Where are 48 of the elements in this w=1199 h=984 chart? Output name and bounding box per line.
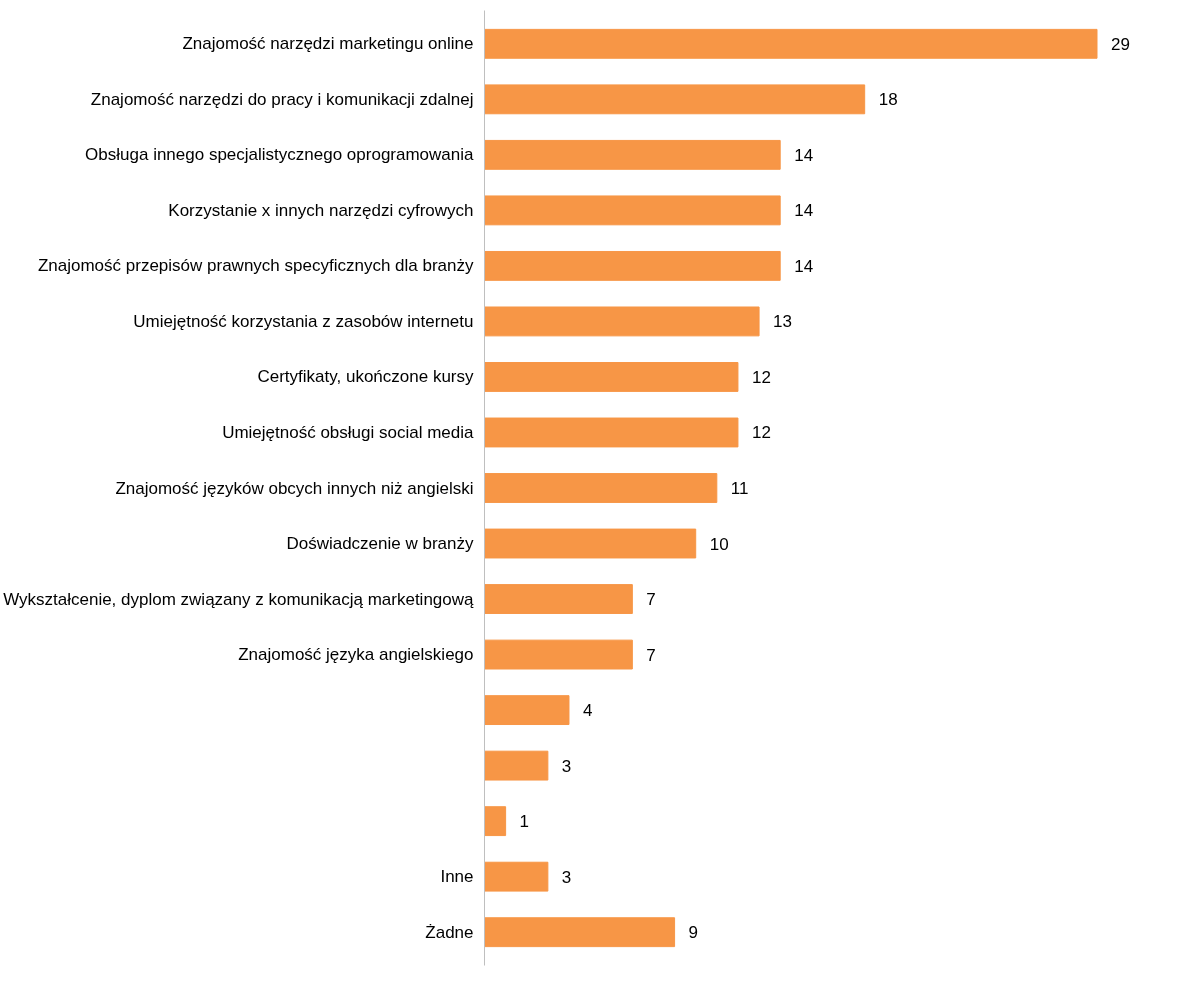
data-label: 3 [561, 867, 572, 887]
data-label: 13 [773, 312, 792, 332]
y-tick-label: Doświadczenie w branży [286, 534, 474, 554]
y-tick-label: Znajomość języków obcych innych niż angielski [115, 478, 474, 498]
data-label: 7 [646, 590, 656, 610]
data-label: 4 [582, 701, 593, 721]
y-tick-label: Znajomość narzędzi marketingu online [182, 34, 474, 54]
bar [484, 861, 549, 892]
data-label: 10 [709, 534, 729, 554]
bar [484, 695, 570, 726]
data-label: 12 [751, 423, 771, 443]
y-tick-label: Wykształcenie, dyplom związany z komunikacją marketingową [3, 589, 475, 609]
data-label: 12 [751, 367, 771, 387]
y-tick-label: Umiejętność obsługi social media [222, 422, 475, 442]
y-tick-label: Znajomość narzędzi do pracy i komunikacji zdalnej [90, 89, 474, 109]
bar [484, 28, 1098, 59]
bar [484, 473, 718, 503]
data-label: 14 [794, 145, 814, 165]
bar [484, 750, 549, 781]
data-label: 18 [878, 90, 898, 110]
data-label: 14 [794, 256, 814, 276]
data-label: 7 [646, 645, 656, 665]
y-tick-label: Znajomość przepisów prawnych specyficznych dla branży [37, 256, 474, 276]
bar [484, 584, 633, 614]
y-tick-label: Żadne [425, 922, 474, 942]
y-tick-label: Korzystanie x innych narzędzi cyfrowych [168, 200, 474, 220]
data-label: 9 [688, 923, 699, 943]
bar [484, 250, 781, 281]
y-tick-label: Obsługa innego specjalistycznego oprogramowania [85, 145, 475, 165]
bar [484, 528, 697, 559]
y-tick-label: Umiejętność korzystania z zasobów internetu [133, 311, 474, 331]
bar [484, 417, 739, 448]
data-label: 1 [519, 812, 530, 832]
bar [484, 806, 507, 837]
data-label: 29 [1111, 34, 1130, 54]
bar [484, 195, 781, 226]
bar [484, 917, 676, 948]
y-tick-label: Znajomość języka angielskiego [238, 645, 474, 665]
bar [484, 306, 760, 337]
bar [484, 639, 633, 670]
data-label: 14 [794, 201, 814, 221]
bar [484, 362, 739, 392]
data-label: 3 [561, 756, 572, 776]
data-label: 11 [730, 479, 749, 498]
y-tick-label: Certyfikaty, ukończone kursy [257, 367, 474, 387]
bar [484, 139, 781, 170]
bar [484, 84, 866, 115]
y-tick-label: Inne [440, 867, 474, 887]
